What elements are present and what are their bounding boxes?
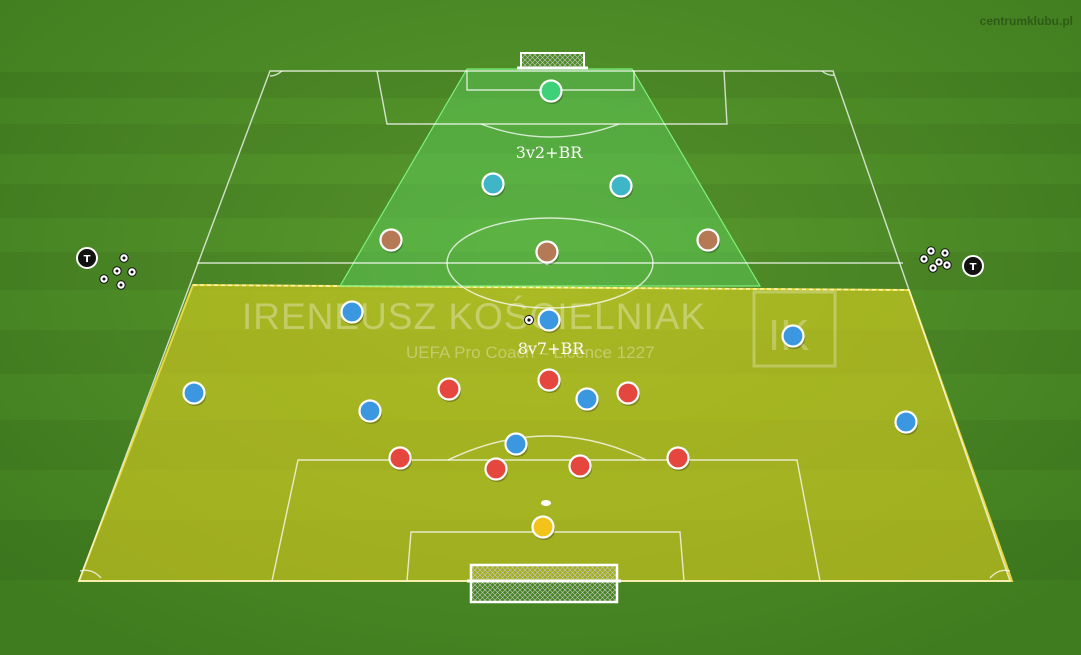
ball-icon [99,274,109,284]
watermark-name: IRENEUSZ KOŚCIELNIAK [242,295,706,337]
watermark-monogram-frame [752,290,837,368]
top-goal [517,52,588,70]
zone-boundary-line [192,284,910,291]
center-circle [446,217,654,309]
trainer-right: T [962,255,984,277]
ball-icon [919,254,929,264]
ball-icon [116,280,126,290]
ball-icon [928,263,938,273]
player-marker-red [666,446,690,471]
trainer-label: T [970,262,977,273]
player-marker-blue [340,300,364,325]
bottom-penalty-arc [447,435,647,461]
player-marker-blue [894,410,918,435]
ball-icon [112,266,122,276]
ball-icon [127,267,137,277]
bottom-penalty-area [271,459,821,582]
upper-zone-label: 3v2+BR [516,143,584,162]
player-marker-red [568,454,592,479]
ball-piles [99,246,952,290]
player-marker-blue [182,381,206,406]
player-marker-red [437,377,461,402]
pitch-outline [77,70,1011,582]
ball-icon [119,253,129,263]
corner-arc-bl [79,569,102,579]
player-marker-blue [575,387,599,412]
player-marker-red [484,457,508,482]
trainer-marker [962,255,984,277]
corner-arc-tl [269,70,283,77]
player-marker-brown [379,228,403,253]
player-marker-red [616,381,640,406]
watermark-subtitle: UEFA Pro Coach – Licence 1227 [406,343,655,362]
player-marker-brown [535,240,559,265]
players-layer [182,79,918,540]
player-marker-blue [537,308,561,333]
top-penalty-area [376,70,728,125]
player-marker-teal [609,174,633,199]
player-marker-red [388,446,412,471]
lower-zone-label: 8v7+BR [518,339,586,358]
trainer-marker [76,247,98,269]
ball-icon [926,246,936,256]
top-penalty-arc [480,123,620,138]
corner-arc-br [989,569,1011,579]
ball-icon [942,260,952,270]
trainer-left: T [76,247,98,269]
site-credit: centrumklubu.pl [980,14,1073,28]
corner-arc-tr [821,70,835,76]
player-marker-teal [481,172,505,197]
bottom-goal [467,563,621,604]
penalty-spot [541,500,551,506]
player-marker-blue [504,432,528,457]
player-marker-red [537,368,561,393]
ball-icon [940,248,950,258]
player-marker-blue [781,324,805,349]
ball-icon [934,257,944,267]
goalkeeper-marker-green_gk [539,79,563,104]
goalkeeper-marker-yellow_gk [531,515,555,540]
player-marker-blue [358,399,382,424]
player-marker-brown [696,228,720,253]
ball-icon [524,315,534,325]
trainer-label: T [84,254,91,265]
